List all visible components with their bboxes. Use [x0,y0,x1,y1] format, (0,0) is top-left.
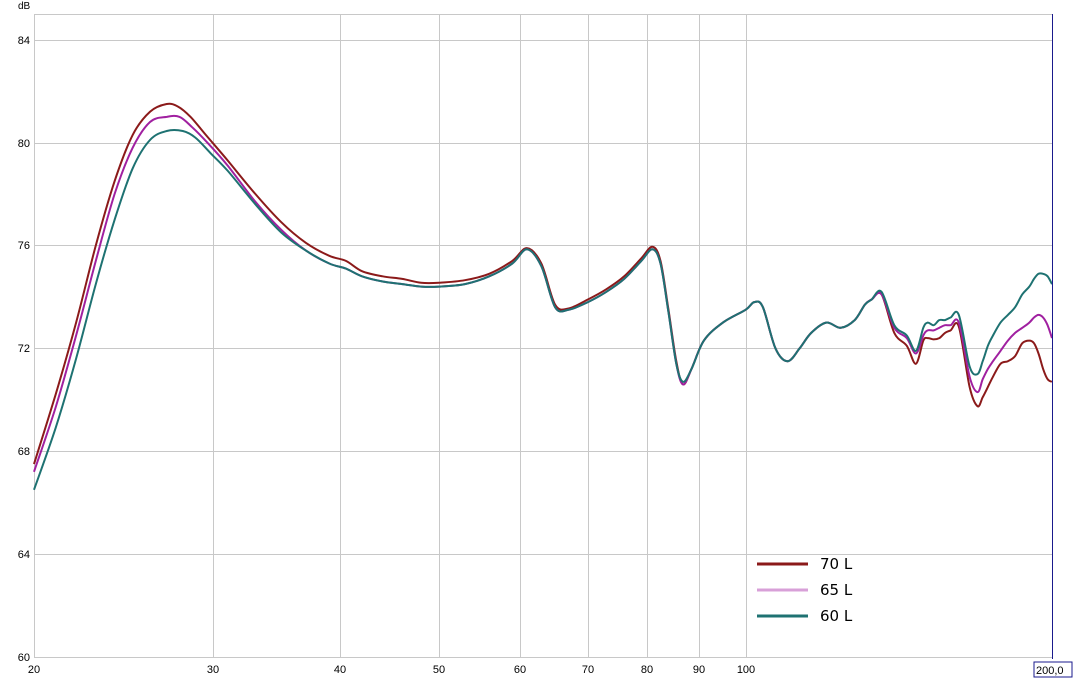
y-tick-label: 72 [18,343,30,355]
y-tick-label: 84 [18,35,30,47]
y-tick-label: 64 [18,549,30,561]
y-tick-label: 68 [18,446,30,458]
legend-label: 60 L [820,607,853,625]
x-tick-label: 70 [582,664,594,676]
y-axis-unit-label: dB [18,1,31,12]
cursor-value-box [1033,661,1073,678]
axes: 20 30 40 50 60 70 80 90 100 60 64 68 72 76 80 84 [18,35,755,676]
x-tick-label: 40 [334,664,346,676]
x-tick-label: 60 [514,664,526,676]
cursor-value-label: 200,0 [1036,665,1064,677]
y-tick-label: 80 [18,138,30,150]
y-tick-label: 60 [18,652,30,664]
x-tick-label: 100 [737,664,755,676]
frequency-cursor[interactable]: 200,0 [1033,14,1073,678]
legend: 70 L 65 L 60 L [757,555,853,625]
grid-lines [34,14,1053,658]
series-layer [33,102,1053,491]
x-tick-label: 50 [433,664,445,676]
legend-label: 65 L [820,581,853,599]
series-line-60-l [33,129,1053,491]
x-tick-label: 20 [28,664,40,676]
y-tick-label: 76 [18,240,30,252]
legend-label: 70 L [820,555,853,573]
x-tick-label: 90 [693,664,705,676]
x-tick-label: 80 [641,664,653,676]
x-tick-label: 30 [207,664,219,676]
